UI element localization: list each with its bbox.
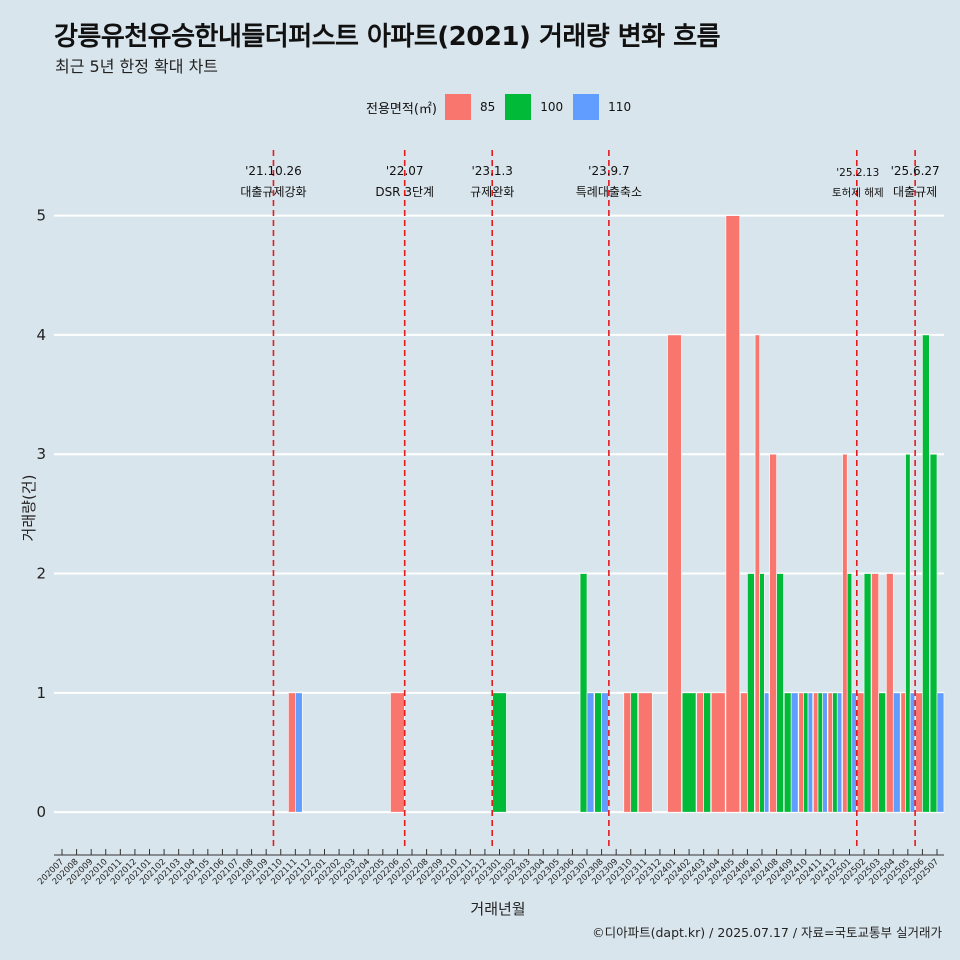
bar-202111-85	[288, 692, 296, 813]
legend-title: 전용면적(㎡)	[366, 101, 437, 117]
legend-key-85	[444, 94, 471, 120]
legend-label-100: 100	[540, 100, 564, 114]
bar-202407-100	[759, 573, 765, 813]
bar-202408-85	[769, 453, 777, 813]
legend-label-85: 85	[479, 100, 496, 114]
bar-202411-100	[817, 692, 823, 813]
bar-202502-85	[856, 692, 865, 813]
bar-202506-100	[922, 334, 930, 813]
bar-202504-110	[892, 692, 901, 813]
bar-202411-110	[822, 692, 828, 813]
bar-202407-110	[764, 692, 770, 813]
bar-202301-100	[492, 692, 507, 813]
bar-202307-100	[579, 573, 588, 813]
bar-202409-100	[783, 692, 792, 813]
bar-202501-100	[846, 573, 853, 813]
bar-202404-85	[711, 692, 726, 813]
bar-202412-110	[836, 692, 843, 813]
bar-202406-85	[740, 692, 748, 813]
bar-202410-100	[803, 692, 809, 813]
bar-202411-85	[813, 692, 819, 813]
x-axis-title: 거래년월	[470, 900, 525, 918]
source-caption: ©디아파트(dapt.kr) / 2025.07.17 / 자료=국토교통부 실…	[592, 925, 942, 940]
y-tick-label-2: 2	[36, 565, 46, 583]
event-date-202506: '25.6.27	[891, 164, 940, 178]
event-date-202207: '22.07	[386, 164, 424, 178]
bar-202501-110	[851, 692, 857, 813]
bar-202501-85	[842, 453, 848, 813]
bar-202405-85	[725, 215, 741, 813]
bar-202412-100	[832, 692, 838, 813]
y-axis-title: 거래량(건)	[20, 475, 38, 542]
bar-202410-85	[798, 692, 804, 813]
bar-202308-100	[594, 692, 602, 813]
bar-202407-85	[754, 334, 760, 813]
bar-202504-85	[886, 573, 894, 813]
bar-202311-85	[638, 692, 653, 813]
legend-label-110: 110	[608, 100, 632, 114]
bar-202505-85	[900, 692, 906, 813]
bar-202111-110	[295, 692, 303, 813]
bar-202410-110	[807, 692, 813, 813]
legend-key-110	[573, 94, 600, 120]
y-tick-label-4: 4	[36, 326, 46, 344]
bar-202505-110	[909, 692, 916, 813]
bar-202310-85	[623, 692, 632, 813]
bar-202408-100	[776, 573, 784, 813]
event-label-202110: 대출규제강화	[240, 185, 306, 199]
event-date-202502: '25.2.13	[836, 167, 879, 179]
bar-202503-85	[871, 573, 879, 813]
event-label-202207: DSR 3단계	[375, 185, 434, 199]
chart-subtitle: 최근 5년 한정 확대 차트	[55, 57, 219, 76]
bar-202406-100	[747, 573, 755, 813]
bar-202310-100	[630, 692, 638, 813]
bar-202507-110	[936, 692, 945, 813]
bar-202505-100	[905, 453, 911, 813]
bar-202308-110	[601, 692, 609, 813]
bar-202503-100	[878, 692, 886, 813]
y-tick-label-3: 3	[36, 445, 46, 463]
bar-202409-110	[790, 692, 799, 813]
event-label-202309: 특례대출축소	[576, 185, 642, 199]
bar-202412-85	[827, 692, 833, 813]
legend: 전용면적(㎡) 85 100 110	[366, 93, 641, 121]
y-tick-label-5: 5	[36, 207, 46, 225]
bar-202401-85	[667, 334, 682, 813]
event-date-202309: '23.9.7	[588, 164, 629, 178]
legend-key-100	[505, 94, 532, 120]
bar-202506-85	[915, 692, 923, 813]
event-label-202502: 토허제 해제	[832, 186, 884, 199]
bar-202502-100	[863, 573, 872, 813]
event-label-202301: 규제완화	[470, 185, 514, 199]
y-tick-label-0: 0	[36, 803, 46, 821]
y-tick-label-1: 1	[36, 684, 46, 702]
bar-202307-110	[586, 692, 595, 813]
bar-202403-100	[703, 692, 711, 813]
bar-202507-100	[929, 453, 938, 813]
bar-202206-85	[390, 692, 405, 813]
event-date-202301: '23.1.3	[471, 164, 512, 178]
bar-202402-100	[681, 692, 697, 813]
event-label-202506: 대출규제	[893, 185, 937, 199]
chart-title: 강릉유천유승한내들더퍼스트 아파트(2021) 거래량 변화 흐름	[54, 22, 721, 52]
bar-202403-85	[696, 692, 704, 813]
event-date-202110: '21.10.26	[245, 164, 302, 178]
